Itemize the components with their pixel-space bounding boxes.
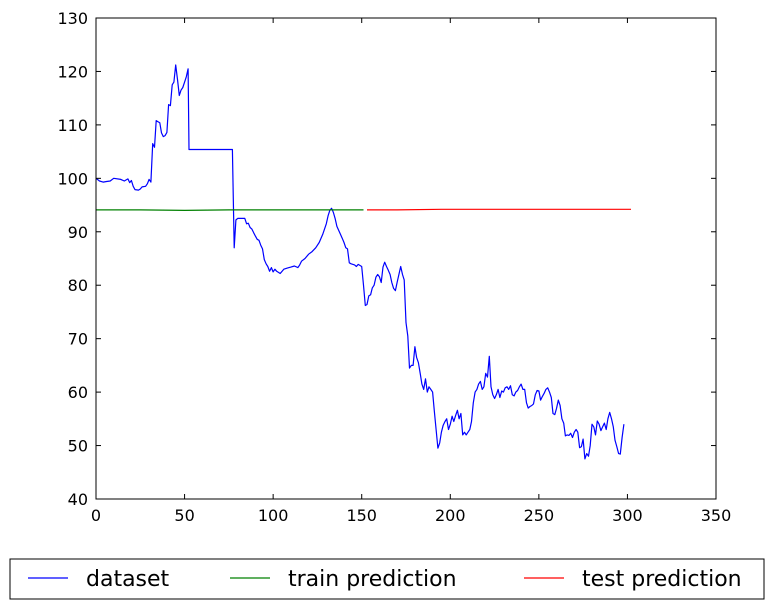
x-tick-label: 50 — [174, 506, 194, 525]
y-tick-label: 130 — [57, 9, 88, 28]
legend-box — [9, 558, 765, 600]
axis-ticks: 0 50 100 150 200 250 300 350 40 50 60 70 80 90 100 110 1… — [57, 9, 731, 525]
x-tick-label: 350 — [701, 506, 732, 525]
y-tick-label: 110 — [57, 116, 88, 135]
y-tick-label: 120 — [57, 62, 88, 81]
y-tick-label: 90 — [68, 223, 88, 242]
y-tick-label: 100 — [57, 169, 88, 188]
x-tick-label: 150 — [346, 506, 377, 525]
y-tick-label: 50 — [68, 437, 88, 456]
x-tick-label: 0 — [91, 506, 101, 525]
x-tick-label: 100 — [258, 506, 289, 525]
y-tick-label: 60 — [68, 383, 88, 402]
series-line-train-prediction — [96, 209, 364, 211]
legend-label: train prediction — [288, 567, 457, 592]
plot-lines — [95, 64, 631, 460]
series-line-dataset — [95, 64, 625, 460]
x-tick-label: 300 — [612, 506, 643, 525]
plot-frame — [95, 17, 717, 500]
x-tick-label: 250 — [524, 506, 555, 525]
legend-label: dataset — [86, 567, 170, 592]
y-tick-label: 70 — [68, 330, 88, 349]
y-tick-label: 80 — [68, 276, 88, 295]
x-tick-label: 200 — [435, 506, 466, 525]
y-tick-label: 40 — [68, 490, 88, 509]
series-line-test-prediction — [367, 208, 631, 211]
legend-label: test prediction — [582, 567, 742, 592]
legend: dataset train prediction test prediction — [9, 558, 765, 600]
